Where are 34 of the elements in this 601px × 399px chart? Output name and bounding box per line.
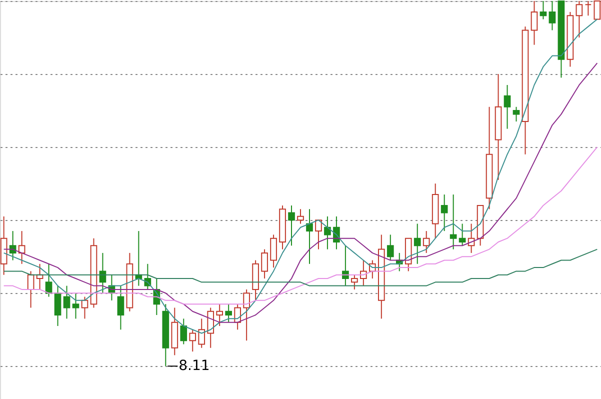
candlestick <box>351 274 358 290</box>
annotation: 8.11 <box>178 358 210 374</box>
candlestick <box>414 223 421 264</box>
candlestick <box>584 0 592 16</box>
candlestick <box>180 318 188 345</box>
candlestick <box>63 285 70 320</box>
candlestick <box>198 318 206 348</box>
candlestick <box>324 216 331 250</box>
candlestick <box>18 230 26 264</box>
candlestick <box>207 307 214 348</box>
candlestick <box>189 329 196 352</box>
candlestick <box>540 0 547 20</box>
candlestick <box>270 234 277 268</box>
candlestick <box>360 260 367 286</box>
candlestick <box>450 194 457 250</box>
candlestick <box>117 285 124 330</box>
candlestick <box>504 84 511 130</box>
candlestick <box>548 0 556 31</box>
candlestick <box>288 204 295 246</box>
candlestick <box>225 304 232 323</box>
candlestick <box>315 220 322 250</box>
candlestick <box>54 285 62 326</box>
candlestick <box>306 208 313 264</box>
candlestick <box>458 223 466 246</box>
candlestick <box>386 234 394 261</box>
candlestick <box>440 194 448 232</box>
candlestick <box>216 304 224 326</box>
candlestick <box>512 106 520 122</box>
candlestick <box>261 248 268 280</box>
candlestick <box>297 208 304 224</box>
candlestick <box>422 230 430 254</box>
candlestick <box>72 292 80 320</box>
candlestick <box>342 245 349 286</box>
candlestick <box>243 288 250 342</box>
